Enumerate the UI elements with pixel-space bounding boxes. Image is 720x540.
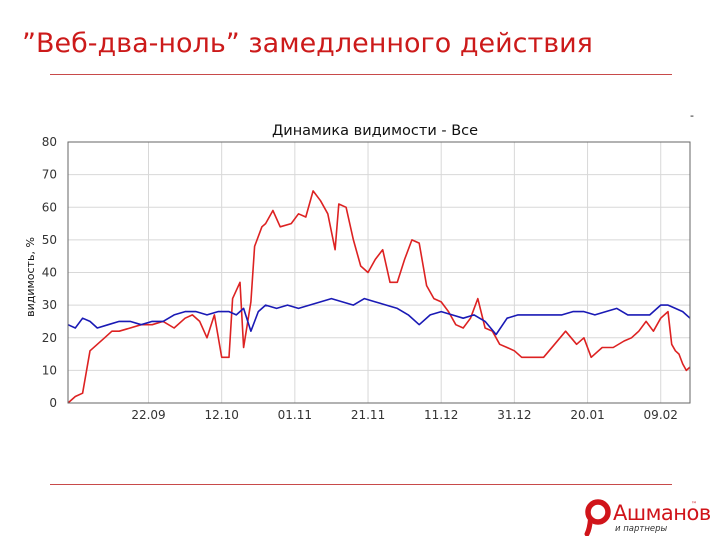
corner-dash: - xyxy=(690,109,694,122)
x-tick-label-5: 31.12 xyxy=(497,408,531,422)
x-tick-label-3: 21.11 xyxy=(351,408,385,422)
x-tick-label-2: 01.11 xyxy=(278,408,312,422)
x-tick-label-0: 22.09 xyxy=(131,408,165,422)
logo-mark-icon xyxy=(584,499,611,536)
x-tick-label-1: 12.10 xyxy=(204,408,238,422)
slide-title: ”Веб-два-ноль” замедленного действия xyxy=(22,28,593,59)
x-tick-label-6: 20.01 xyxy=(570,408,604,422)
y-tick-label-2: 20 xyxy=(42,331,57,345)
y-tick-label-6: 60 xyxy=(42,200,57,214)
y-tick-label-5: 50 xyxy=(42,233,57,247)
title-divider xyxy=(50,74,672,75)
blue-series-line xyxy=(67,297,691,336)
y-tick-label-4: 40 xyxy=(42,266,57,280)
y-tick-label-1: 10 xyxy=(42,363,57,377)
logo-subtitle: и партнеры xyxy=(615,524,668,534)
logo-name: Ашманов xyxy=(613,501,711,525)
chart-title: Динамика видимости - Все xyxy=(272,123,478,139)
x-tick-label-7: 09.02 xyxy=(644,408,678,422)
x-tick-label-4: 11.12 xyxy=(424,408,458,422)
axes xyxy=(67,141,691,404)
y-axis-label: видимость, % xyxy=(24,237,37,317)
footer-divider xyxy=(50,484,672,485)
tick-labels: 0 10 20 30 40 50 60 70 80 22.09 12.10 01.11 21.11 11.… xyxy=(42,135,678,422)
y-tick-label-0: 0 xyxy=(49,396,57,410)
logo-trademark: ™ xyxy=(691,501,697,508)
red-series-line xyxy=(67,190,691,404)
plot-frame xyxy=(67,141,691,404)
y-tick-label-3: 30 xyxy=(42,298,57,312)
y-tick-label-8: 80 xyxy=(42,135,57,149)
logo: Ашманов ™ и партнеры xyxy=(583,498,711,536)
series-layer xyxy=(67,190,691,404)
grid xyxy=(68,141,690,403)
y-tick-label-7: 70 xyxy=(42,168,57,182)
